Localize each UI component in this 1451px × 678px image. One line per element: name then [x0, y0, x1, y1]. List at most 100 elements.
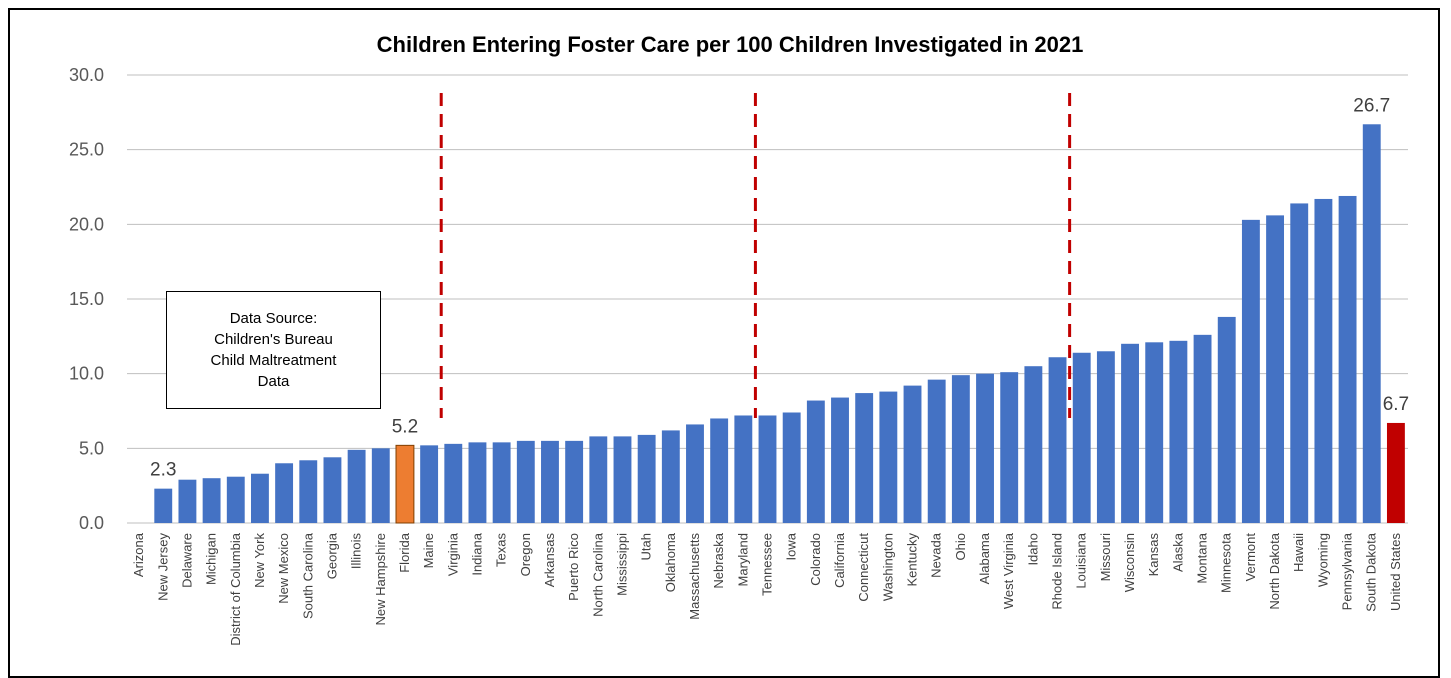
x-tick-label: North Dakota: [1267, 532, 1282, 609]
x-tick-label: Minnesota: [1219, 532, 1234, 593]
x-tick-label: Utah: [639, 533, 654, 560]
x-tick-label: Connecticut: [856, 533, 871, 602]
bar-new-york: [250, 473, 269, 523]
x-tick-label: Delaware: [179, 533, 194, 588]
x-tick-label: Montana: [1195, 532, 1210, 583]
y-tick-label: 15.0: [69, 289, 104, 309]
y-tick-label: 10.0: [69, 364, 104, 384]
x-tick-label: North Carolina: [590, 532, 605, 617]
bar-massachusetts: [686, 424, 704, 523]
x-tick-label: Maryland: [735, 533, 750, 586]
x-tick-label: District of Columbia: [228, 532, 243, 645]
bar-nevada: [927, 379, 946, 523]
y-tick-label: 20.0: [69, 214, 104, 234]
bar-mississippi: [613, 436, 632, 523]
bar-texas: [492, 442, 511, 523]
x-tick-label: Indiana: [469, 532, 484, 575]
bar-kansas: [1145, 342, 1164, 523]
bar-michigan: [202, 478, 221, 523]
x-axis-ticks: Arizona New Jersey Delaware Michigan Distric…: [131, 532, 1403, 645]
quartile-dividers: [439, 93, 1072, 418]
bar-louisiana: [1072, 352, 1091, 523]
bar-new-mexico: [275, 463, 294, 523]
x-tick-label: New York: [252, 533, 267, 588]
bar-west-virginia: [1000, 372, 1019, 523]
x-tick-label: New Mexico: [276, 533, 291, 604]
bar-utah: [637, 434, 656, 523]
x-tick-label: Florida: [397, 532, 412, 573]
x-tick-label: Pennsylvania: [1340, 532, 1355, 610]
bar-kentucky: [903, 385, 922, 523]
x-tick-label: Tennessee: [760, 533, 775, 596]
bar-vermont: [1241, 219, 1260, 523]
x-tick-label: Rhode Island: [1050, 533, 1065, 610]
y-tick-label: 5.0: [79, 438, 104, 458]
x-tick-label: Arkansas: [542, 533, 557, 588]
bar-rhode-island: [1048, 357, 1067, 523]
x-tick-label: Iowa: [784, 532, 799, 560]
data-labels: 2.3 5.2 26.7 6.7: [150, 95, 1409, 480]
bar-wisconsin: [1121, 343, 1139, 523]
x-tick-label: Maine: [421, 533, 436, 568]
x-tick-label: Arizona: [131, 532, 146, 577]
bar-iowa: [782, 412, 801, 523]
bar-maryland: [734, 415, 753, 523]
bar-north-carolina: [589, 436, 608, 523]
bar-alabama: [976, 373, 994, 523]
data-source-annotation: Data Source: Children's Bureau Child Mal…: [166, 291, 381, 409]
x-tick-label: Mississippi: [614, 533, 629, 596]
x-tick-label: Vermont: [1243, 533, 1258, 582]
data-label: 5.2: [392, 416, 418, 437]
bars: [154, 124, 1405, 524]
bar-oregon: [516, 440, 535, 523]
bar-virginia: [444, 443, 463, 523]
data-label: 26.7: [1353, 95, 1390, 116]
bar-washington: [879, 391, 898, 523]
bar-puerto-rico: [565, 440, 584, 523]
x-tick-label: Washington: [880, 533, 895, 601]
x-tick-label: Massachusetts: [687, 533, 702, 620]
bar-georgia: [323, 457, 342, 523]
x-tick-label: Michigan: [204, 533, 219, 585]
x-tick-label: United States: [1388, 533, 1403, 612]
x-tick-label: New Hampshire: [373, 533, 388, 625]
x-tick-label: Kansas: [1146, 533, 1161, 577]
x-tick-label: California: [832, 532, 847, 588]
x-tick-label: Nebraska: [711, 532, 726, 588]
bar-florida: [395, 444, 415, 524]
x-tick-label: Oklahoma: [663, 532, 678, 592]
x-tick-label: Virginia: [445, 532, 460, 576]
bar-minnesota: [1217, 316, 1236, 523]
bar-nebraska: [710, 418, 729, 523]
x-tick-label: Alaska: [1170, 532, 1185, 572]
bar-oklahoma: [661, 430, 680, 523]
x-tick-label: Ohio: [953, 533, 968, 560]
bar-south-carolina: [299, 460, 318, 523]
x-tick-label: South Dakota: [1364, 532, 1379, 612]
bar-district-of-columbia: [226, 476, 245, 523]
data-label: 6.7: [1383, 394, 1409, 415]
bar-new-jersey: [154, 488, 173, 523]
x-tick-label: Oregon: [518, 533, 533, 576]
bar-maine: [420, 445, 439, 523]
x-tick-label: Georgia: [324, 532, 339, 579]
x-tick-label: Wyoming: [1315, 533, 1330, 587]
bar-california: [831, 397, 849, 523]
x-tick-label: West Virginia: [1001, 532, 1016, 609]
bar-montana: [1193, 334, 1212, 523]
data-label: 2.3: [150, 460, 176, 481]
x-tick-label: Colorado: [808, 533, 823, 586]
bar-arkansas: [541, 440, 559, 523]
bar-pennsylvania: [1338, 195, 1357, 523]
bar-ohio: [951, 375, 970, 523]
bar-hawaii: [1290, 203, 1309, 523]
x-tick-label: Alabama: [977, 532, 992, 584]
x-tick-label: Kentucky: [905, 533, 920, 587]
chart-title: Children Entering Foster Care per 100 Ch…: [377, 32, 1084, 57]
bar-alaska: [1169, 340, 1188, 523]
bar-delaware: [178, 479, 197, 523]
bar-idaho: [1024, 366, 1043, 523]
x-tick-label: Nevada: [929, 532, 944, 578]
bar-tennessee: [758, 415, 777, 523]
x-tick-label: Texas: [494, 533, 509, 567]
